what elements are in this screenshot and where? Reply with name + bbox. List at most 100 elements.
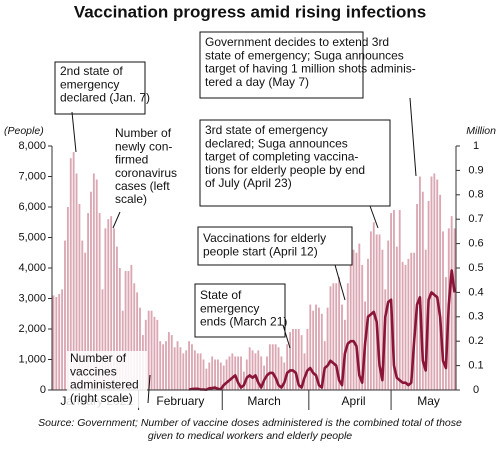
x-tick-label: February xyxy=(156,394,204,408)
y2-tick-label: 0 xyxy=(473,384,479,396)
bar xyxy=(381,249,384,390)
bar xyxy=(199,353,202,390)
bar xyxy=(280,356,283,390)
bar xyxy=(167,332,170,390)
bar xyxy=(257,350,260,390)
y-tick-label: 4,000 xyxy=(18,262,46,274)
bar xyxy=(72,152,75,390)
annotation-box xyxy=(54,61,146,115)
bar xyxy=(338,277,341,390)
bar xyxy=(286,344,289,390)
bar xyxy=(292,329,294,390)
bar xyxy=(118,268,121,390)
bar xyxy=(124,271,127,390)
bar xyxy=(61,289,64,390)
bar xyxy=(205,368,208,390)
bar xyxy=(231,353,234,390)
y2-tick-label: 0.2 xyxy=(468,335,483,347)
annotation-text: people start (April 12) xyxy=(203,244,318,258)
bar xyxy=(173,347,176,390)
annotation-text: newly con- xyxy=(115,139,172,153)
bar xyxy=(439,194,442,390)
bar xyxy=(271,344,274,390)
bar xyxy=(217,359,219,390)
annotation-text: scale) xyxy=(115,192,147,206)
bar xyxy=(75,173,78,390)
bar xyxy=(242,371,245,390)
annotation-box xyxy=(194,283,286,338)
bar xyxy=(318,307,320,390)
bar xyxy=(341,304,343,390)
bar xyxy=(58,293,61,390)
bar xyxy=(355,252,358,390)
bar xyxy=(332,283,335,390)
annotation-text: firmed xyxy=(115,153,148,167)
bar xyxy=(323,341,326,390)
annotation-pointer xyxy=(112,211,121,229)
y2-axis-label: Million xyxy=(466,125,496,137)
bar xyxy=(240,356,242,390)
annotation-text: state of emergency; Suga announces xyxy=(205,48,404,62)
bar xyxy=(110,216,113,390)
bar xyxy=(92,173,95,390)
bar xyxy=(320,313,323,390)
annotation-text: of July (April 23) xyxy=(205,176,292,190)
bar xyxy=(165,341,167,390)
bar xyxy=(297,329,300,390)
bar xyxy=(398,210,401,390)
bar xyxy=(179,347,182,390)
bar xyxy=(139,307,141,390)
bar xyxy=(442,231,444,390)
source-note: given to medical workers and elderly peo… xyxy=(148,430,352,442)
y-tick-label: 8,000 xyxy=(18,140,46,152)
bar xyxy=(147,310,150,390)
annotation-text: ends (March 21) xyxy=(200,315,287,329)
annotation-text: Number of xyxy=(115,126,172,140)
annotation-text: target of having 1 million shots adminis… xyxy=(205,62,416,76)
bar xyxy=(98,213,101,390)
bar xyxy=(81,240,84,390)
annotation-bg xyxy=(112,126,184,210)
annotation-pointer xyxy=(369,205,379,229)
bar xyxy=(191,344,193,390)
bar xyxy=(306,329,309,390)
y2-tick-label: 0.4 xyxy=(468,286,483,298)
y2-tick-label: 0.1 xyxy=(468,360,483,372)
bar xyxy=(251,350,254,390)
annotation-pointer xyxy=(282,324,291,349)
bar xyxy=(202,359,205,390)
annotation-pointer xyxy=(147,374,151,404)
bar xyxy=(188,341,190,390)
annotation-text: (right scale) xyxy=(70,391,133,405)
bar xyxy=(170,335,173,390)
annotation-text: Vaccinations for elderly xyxy=(203,231,326,245)
annotation-box xyxy=(197,226,353,266)
y-tick-label: 3,000 xyxy=(18,292,46,304)
bar xyxy=(225,359,228,390)
y-tick-label: 0 xyxy=(40,384,46,396)
bar xyxy=(107,219,110,390)
bar xyxy=(444,277,447,390)
bar xyxy=(395,246,398,390)
annotation-pointer xyxy=(409,97,417,177)
bar xyxy=(424,249,427,390)
bar xyxy=(277,347,280,390)
bar xyxy=(84,252,87,390)
bar xyxy=(393,210,395,390)
bar xyxy=(133,283,136,390)
y2-tick-label: 0.7 xyxy=(468,213,483,225)
annotation-text: 2nd state of xyxy=(60,64,123,78)
bar xyxy=(268,344,271,390)
bar xyxy=(372,222,375,390)
bar xyxy=(208,362,211,390)
bar xyxy=(150,310,153,390)
bar xyxy=(289,332,291,390)
annotation-box xyxy=(199,119,391,207)
bar xyxy=(436,179,439,390)
bar xyxy=(104,228,107,390)
y-tick-label: 1,000 xyxy=(18,353,46,365)
bar xyxy=(95,179,98,390)
x-tick-label: March xyxy=(247,394,280,408)
bar xyxy=(196,353,199,390)
annotation-text: cases (left xyxy=(115,179,170,193)
